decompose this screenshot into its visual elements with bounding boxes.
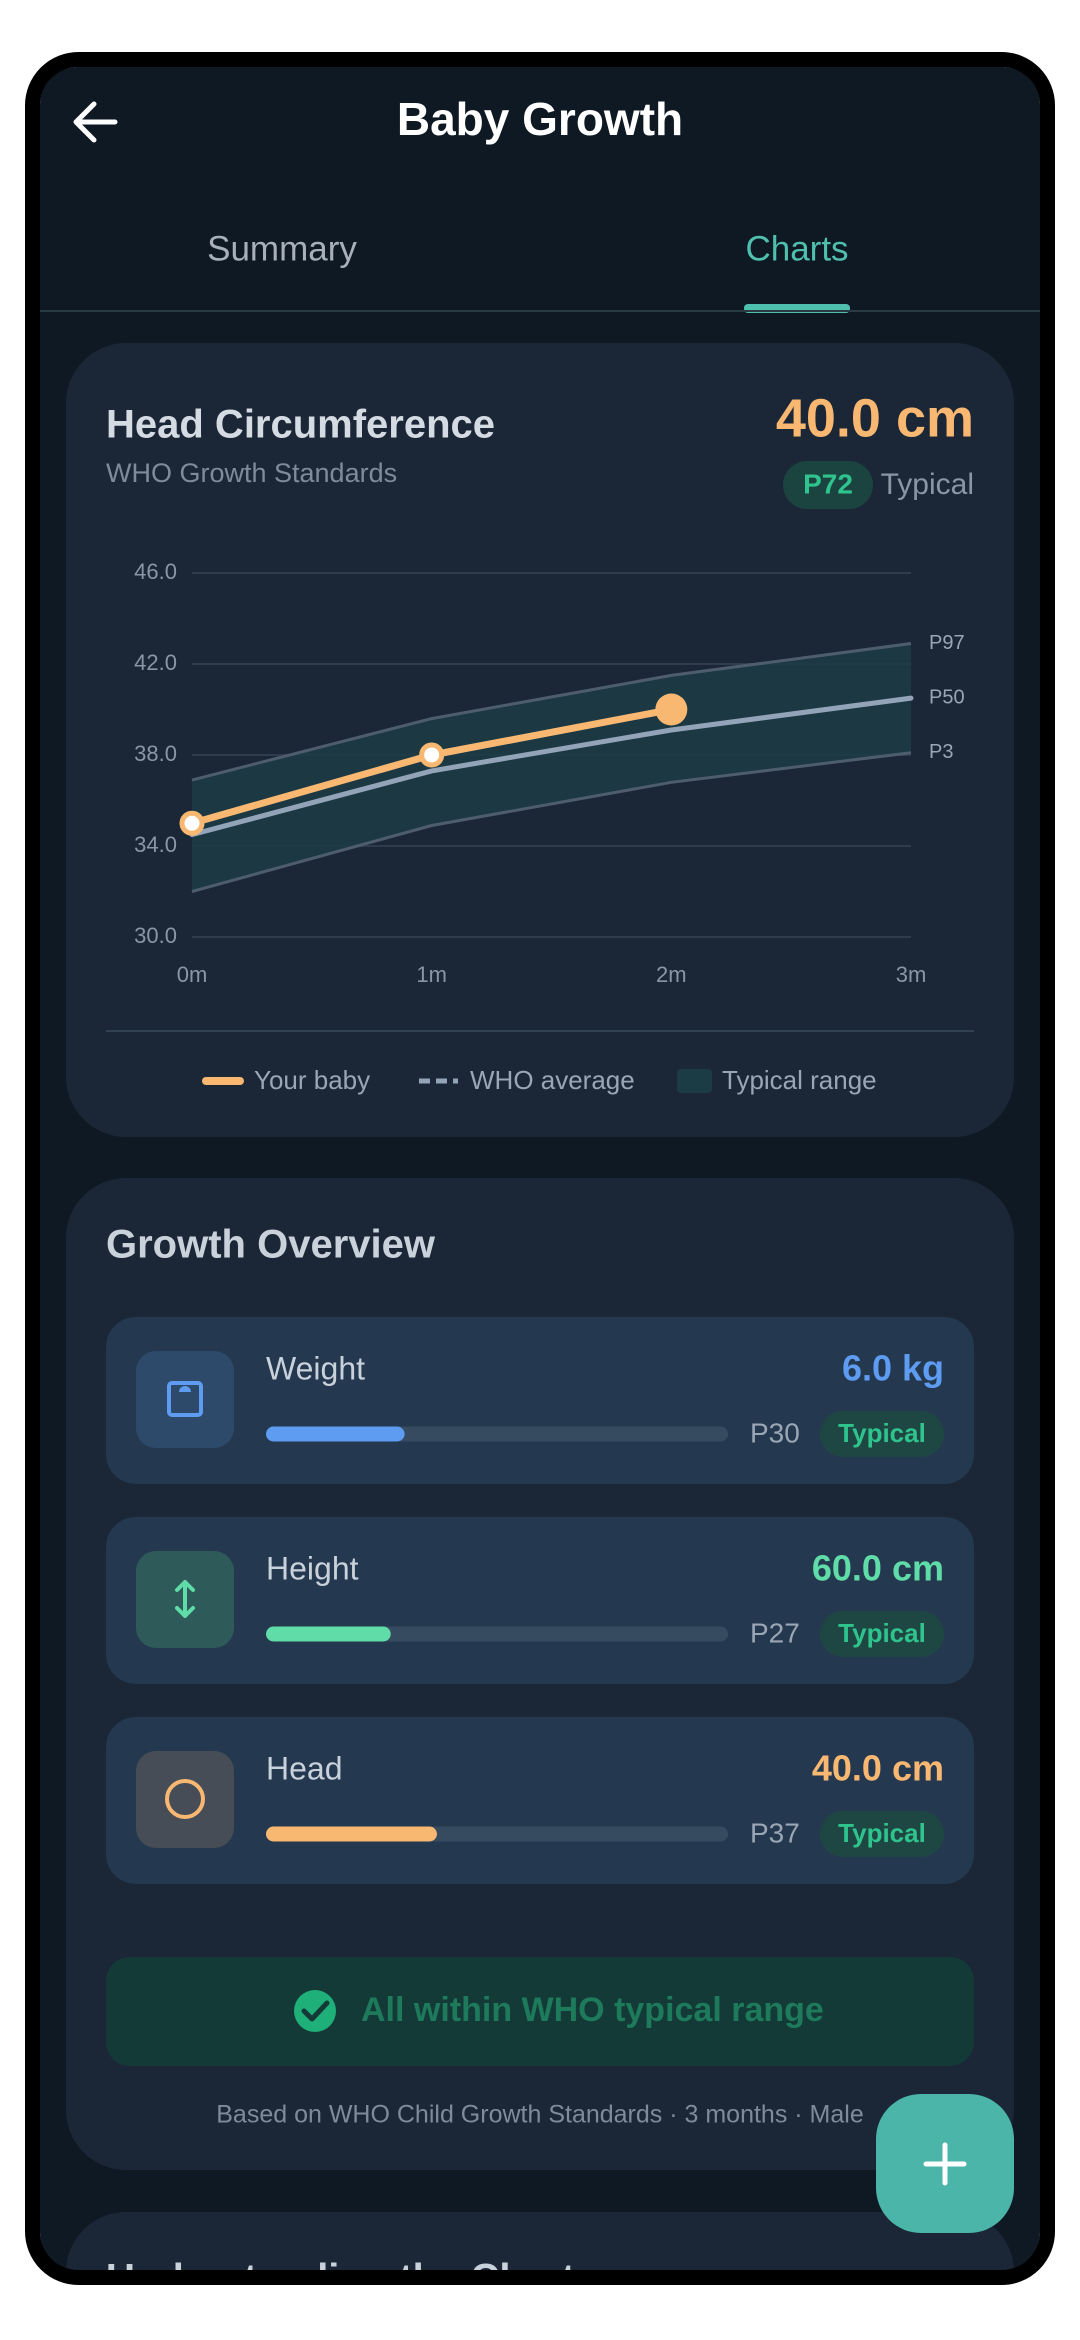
metric-name: Height bbox=[266, 1550, 359, 1586]
metric-name: Weight bbox=[266, 1350, 365, 1386]
metric-value: 60.0 cm bbox=[812, 1548, 944, 1589]
status-pill bbox=[820, 1411, 944, 1457]
metric-icon-box bbox=[136, 1751, 234, 1848]
metric-icon-box bbox=[136, 1351, 234, 1448]
status-pill bbox=[820, 1811, 944, 1857]
fab-plus-icon bbox=[923, 2142, 967, 2186]
metric-value: 40.0 cm bbox=[812, 1748, 944, 1789]
current-value: 40.0 cm bbox=[776, 388, 974, 448]
metric-value: 6.0 kg bbox=[842, 1348, 944, 1389]
scale-icon bbox=[167, 1381, 203, 1417]
legend-label: WHO average bbox=[470, 1065, 635, 1095]
check-mark bbox=[301, 2000, 330, 2022]
add-button[interactable] bbox=[876, 2094, 1014, 2233]
height-icon bbox=[175, 1580, 195, 1618]
status-pill bbox=[820, 1611, 944, 1657]
y-tick-label: 30.0 bbox=[134, 923, 177, 948]
band-edge-line bbox=[191, 642, 912, 782]
x-tick-label: 3m bbox=[896, 962, 927, 987]
status-banner bbox=[106, 1957, 974, 2066]
percentile: P72 bbox=[803, 468, 853, 499]
series-line bbox=[189, 695, 914, 838]
metric-percentile: P37 bbox=[750, 1817, 800, 1848]
metric-status: Typical bbox=[838, 1418, 926, 1448]
status: Typical bbox=[881, 468, 974, 501]
scale-icon-dial bbox=[179, 1386, 191, 1392]
legend-label: Your baby bbox=[254, 1065, 370, 1095]
back-button[interactable] bbox=[73, 101, 118, 143]
progress-fill bbox=[266, 1626, 391, 1642]
section-title: Growth Overview bbox=[106, 1223, 436, 1267]
x-tick-label: 2m bbox=[656, 962, 687, 987]
y-tick-label: 42.0 bbox=[134, 650, 177, 675]
metric-row[interactable] bbox=[106, 1317, 974, 1484]
data-point bbox=[179, 810, 205, 836]
card-subtitle: WHO Growth Standards bbox=[106, 458, 397, 488]
footnote: Based on WHO Child Growth Standards · 3 … bbox=[216, 2101, 864, 2129]
y-tick-label: 34.0 bbox=[134, 832, 177, 857]
legend-label: Typical range bbox=[722, 1065, 877, 1095]
typical-range-band bbox=[192, 643, 911, 892]
metric-row[interactable] bbox=[106, 1717, 974, 1884]
progress-fill bbox=[266, 1826, 437, 1842]
y-tick-label: 46.0 bbox=[134, 559, 177, 584]
band-end-label: P3 bbox=[929, 741, 953, 763]
device-frame bbox=[25, 52, 1055, 2285]
band-end-label: P97 bbox=[929, 632, 965, 654]
metric-name: Head bbox=[266, 1750, 343, 1786]
back-arrow-icon bbox=[73, 101, 118, 143]
band-edge-line bbox=[191, 751, 912, 893]
series-end-label: P50 bbox=[929, 686, 965, 708]
tab[interactable]: Summary bbox=[207, 229, 357, 268]
y-tick-label: 38.0 bbox=[134, 741, 177, 766]
next-card bbox=[66, 2212, 1014, 2270]
metric-row[interactable] bbox=[106, 1517, 974, 1684]
x-tick-label: 0m bbox=[177, 962, 208, 987]
tab[interactable]: Charts bbox=[745, 229, 848, 268]
x-tick-label: 1m bbox=[416, 962, 447, 987]
app-title: Baby Growth bbox=[397, 93, 683, 145]
metric-status: Typical bbox=[838, 1818, 926, 1848]
screen: Baby Growth Summary Charts Head Circumferen… bbox=[40, 67, 1040, 2301]
metric-percentile: P30 bbox=[750, 1417, 800, 1448]
check-icon bbox=[294, 1990, 336, 2032]
data-point bbox=[419, 742, 445, 768]
percentile-pill bbox=[783, 461, 873, 509]
next-section-title: Understanding the Charts bbox=[106, 2257, 597, 2301]
current-point bbox=[655, 693, 688, 726]
banner-text: All within WHO typical range bbox=[361, 1991, 824, 2029]
progress-fill bbox=[266, 1426, 405, 1442]
metric-percentile: P27 bbox=[750, 1617, 800, 1648]
legend-swatch bbox=[677, 1069, 712, 1093]
head-icon bbox=[165, 1779, 205, 1819]
card-title: Head Circumference bbox=[106, 403, 495, 447]
metric-status: Typical bbox=[838, 1618, 926, 1648]
